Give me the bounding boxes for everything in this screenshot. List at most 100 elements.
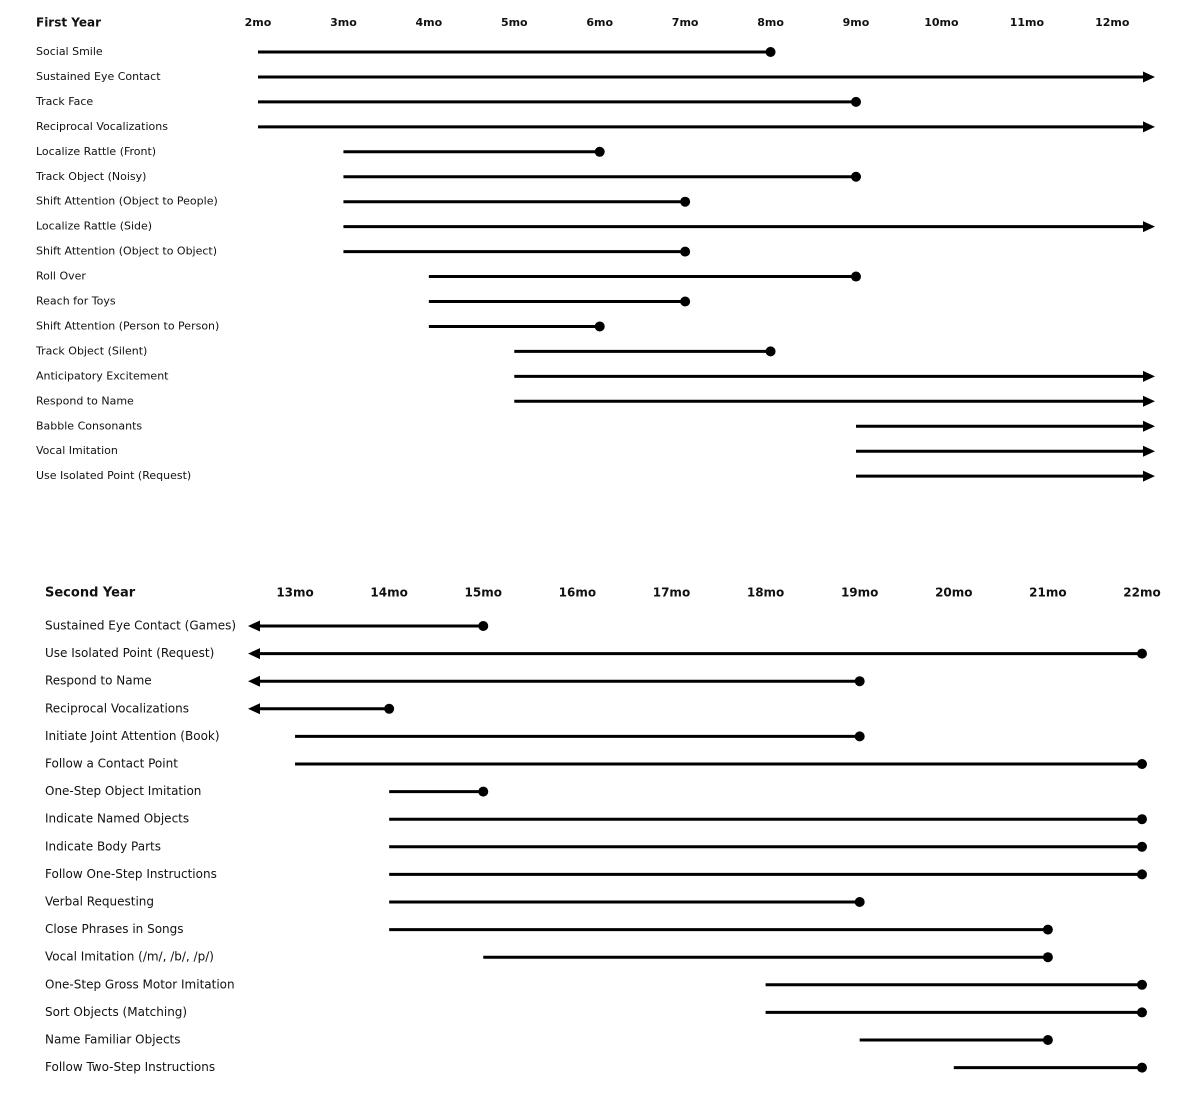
row-label: Reach for Toys <box>36 295 116 308</box>
end-dot <box>478 786 489 797</box>
row-label: Track Object (Silent) <box>35 344 147 357</box>
row-label: Anticipatory Excitement <box>36 369 169 382</box>
chart-title: Second Year <box>45 586 136 601</box>
row-label: Reciprocal Vocalizations <box>36 120 168 133</box>
end-dot <box>594 146 605 157</box>
end-dot <box>384 703 395 714</box>
arrow-head <box>1143 221 1155 233</box>
row-label: Localize Rattle (Front) <box>36 145 156 158</box>
row-label: Shift Attention (Person to Person) <box>36 319 219 332</box>
x-tick-label: 18mo <box>747 586 784 600</box>
x-tick-label: 7mo <box>672 16 699 29</box>
end-dot <box>1042 1035 1053 1045</box>
x-tick-label: 12mo <box>1095 16 1130 29</box>
arrow-head <box>1143 445 1155 457</box>
end-dot <box>1137 841 1147 852</box>
end-dot <box>1137 979 1147 990</box>
row-label: Babble Consonants <box>36 419 142 432</box>
x-tick-label: 4mo <box>416 16 443 29</box>
end-dot <box>1042 952 1053 963</box>
row-label: Social Smile <box>36 45 103 58</box>
end-dot <box>851 271 861 282</box>
row-label: Vocal Imitation <box>36 444 118 457</box>
end-dot <box>680 196 691 207</box>
row-label: Localize Rattle (Side) <box>36 220 152 233</box>
row-label: Respond to Name <box>45 674 152 688</box>
chart: First Year 2mo 3mo 4mo 5mo 6mo 7mo 8mo 9mo 10mo 11… <box>35 16 1155 482</box>
row-label: Follow One-Step Instructions <box>45 867 217 881</box>
end-dot <box>854 897 865 907</box>
x-tick-label: 22mo <box>1123 586 1160 600</box>
x-tick-label: 10mo <box>924 16 959 29</box>
end-dot <box>765 346 776 357</box>
arrow-head <box>1143 420 1155 432</box>
end-dot <box>1042 924 1053 935</box>
row-label: Use Isolated Point (Request) <box>36 469 191 482</box>
row-label: Sustained Eye Contact (Games) <box>45 619 236 633</box>
row-label: Track Object (Noisy) <box>35 170 146 183</box>
arrow-head <box>1143 370 1155 382</box>
x-tick-label: 6mo <box>586 16 613 29</box>
x-tick-label: 2mo <box>245 16 272 29</box>
end-dot <box>854 731 865 742</box>
end-dot <box>1137 814 1147 825</box>
row-label: Initiate Joint Attention (Book) <box>45 729 220 743</box>
arrow-head <box>248 703 260 715</box>
x-tick-label: 9mo <box>843 16 870 29</box>
row-label: Shift Attention (Object to Object) <box>36 245 217 258</box>
end-dot <box>1137 869 1147 880</box>
arrow-head <box>248 675 260 687</box>
x-tick-label: 11mo <box>1010 16 1045 29</box>
end-dot <box>765 47 776 57</box>
row-label: Sustained Eye Contact <box>36 70 161 83</box>
arrow-head <box>1143 395 1155 407</box>
x-tick-label: 16mo <box>559 586 596 600</box>
row-label: Verbal Requesting <box>45 895 154 909</box>
arrow-head <box>1143 470 1155 482</box>
row-label: One-Step Object Imitation <box>45 784 201 798</box>
row-label: Close Phrases in Songs <box>45 922 184 936</box>
row-label: Roll Over <box>36 270 86 283</box>
arrow-head <box>248 648 260 660</box>
x-tick-label: 20mo <box>935 586 972 600</box>
arrow-head <box>1143 121 1155 133</box>
arrow-head <box>1143 71 1155 83</box>
end-dot <box>478 621 489 631</box>
end-dot <box>1137 648 1147 659</box>
end-dot <box>851 171 861 182</box>
x-tick-label: 3mo <box>330 16 357 29</box>
row-label: Shift Attention (Object to People) <box>36 195 218 208</box>
row-label: Sort Objects (Matching) <box>45 1005 187 1019</box>
row-label: Reciprocal Vocalizations <box>45 701 189 715</box>
chart: Second Year 13mo 14mo 15mo 16mo 17mo 18mo 19mo 2… <box>45 586 1161 1075</box>
x-tick-label: 14mo <box>370 586 407 600</box>
end-dot <box>680 296 691 307</box>
row-label: Indicate Named Objects <box>45 812 189 826</box>
end-dot <box>680 246 691 257</box>
x-tick-label: 5mo <box>501 16 528 29</box>
row-label: Respond to Name <box>36 394 134 407</box>
x-tick-label: 15mo <box>465 586 502 600</box>
row-label: Vocal Imitation (/m/, /b/, /p/) <box>45 950 214 964</box>
end-dot <box>1137 1007 1147 1018</box>
end-dot <box>854 676 865 687</box>
x-tick-label: 19mo <box>841 586 878 600</box>
x-tick-label: 13mo <box>276 586 313 600</box>
x-tick-label: 17mo <box>653 586 690 600</box>
row-label: Name Familiar Objects <box>45 1033 181 1047</box>
x-tick-label: 8mo <box>757 16 784 29</box>
row-label: Use Isolated Point (Request) <box>45 646 214 660</box>
end-dot <box>1137 759 1147 769</box>
arrow-head <box>248 620 260 632</box>
row-label: Indicate Body Parts <box>45 839 161 853</box>
end-dot <box>594 321 605 332</box>
end-dot <box>851 96 861 107</box>
end-dot <box>1137 1062 1147 1073</box>
row-label: One-Step Gross Motor Imitation <box>45 977 235 991</box>
row-label: Track Face <box>35 95 93 108</box>
row-label: Follow a Contact Point <box>45 757 178 771</box>
chart-title: First Year <box>36 16 101 30</box>
row-label: Follow Two-Step Instructions <box>45 1060 215 1074</box>
x-tick-label: 21mo <box>1029 586 1066 600</box>
